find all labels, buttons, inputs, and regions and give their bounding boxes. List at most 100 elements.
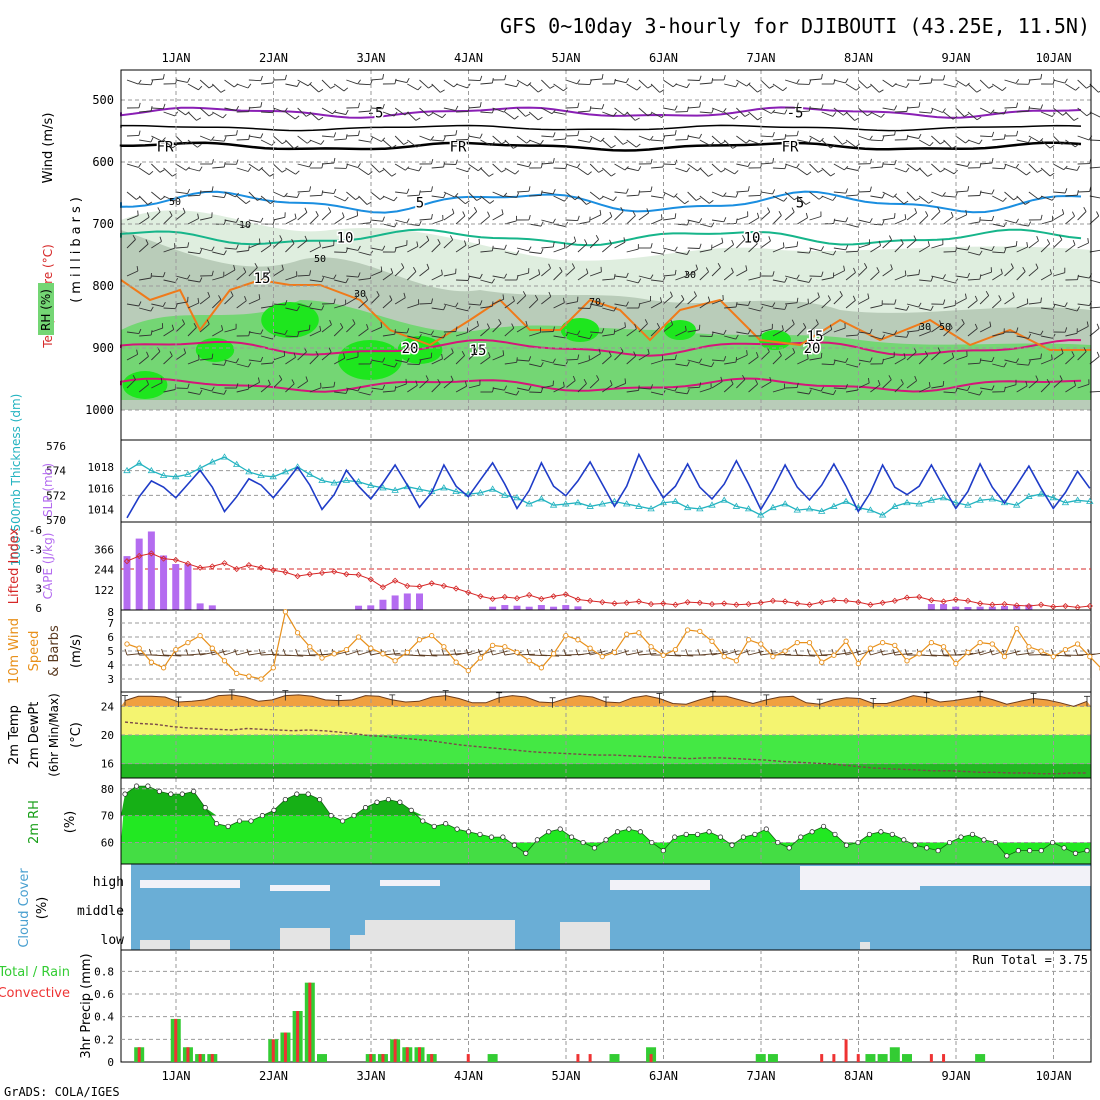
surface-barb [492,650,508,656]
wind-barb-flag [169,351,173,357]
wind-barb-flag [162,103,166,109]
thickness-marker [562,500,570,507]
wind-barb-flag [248,134,251,140]
wind-barb-flag [608,351,612,357]
wind-barb-flag [1073,117,1079,121]
cape-bar [988,606,996,610]
wind-barb [858,219,871,224]
y-tick-thickness: 572 [46,489,66,502]
surface-barb [1065,654,1084,657]
wind-barb [1028,331,1041,336]
rh-contour-label: 50 [939,322,951,333]
wind-barb [955,135,966,144]
surface-barb [297,654,316,657]
wind-barb [419,218,432,221]
wind-barb [443,107,456,111]
wind-barb [553,195,565,202]
wind-barb-flag [516,82,520,87]
precip-conv-bar [174,1018,178,1062]
wind-barb [285,275,297,281]
wind-barb-flag [878,240,882,246]
wind-barb-flag [1003,247,1007,253]
wind-barb [736,107,746,117]
wind-barb [955,355,968,361]
wind-barb-flag [967,186,970,192]
wind-speed-marker [721,653,727,660]
wind-barb [1040,359,1053,365]
wind-barb-flag [854,117,860,121]
ylabel-cape: CAPE (J/kg) [41,533,55,600]
wind-barb [821,251,834,256]
wind-barb [370,135,382,142]
wind-barb-flag [181,319,186,325]
wind-barb [431,219,444,225]
lifted-index-marker [587,597,594,604]
wind-barb-flag [723,217,727,222]
wind-barb-flag [991,356,995,362]
wind-barb-flag [462,211,466,217]
wind-barb-flag [137,210,139,216]
wind-speed-marker [672,646,679,653]
wind-barb [138,384,149,393]
wind-barb [943,391,956,394]
wind-barb [797,110,810,113]
wind-barb [882,191,894,198]
lifted-index-marker [782,598,789,605]
wind-barb-flag [598,348,601,354]
wind-barb [236,388,249,393]
rh-contour-label: 50 [314,254,326,265]
wind-speed-marker [343,646,350,653]
surface-barb-flag [794,648,798,656]
wind-barb [200,247,212,252]
wind-barb-flag [711,222,715,228]
thickness-marker [903,498,911,506]
wind-barb [528,83,539,93]
wind-barb [199,79,210,89]
wind-barb [200,216,212,221]
wind-barb [626,111,636,121]
wind-barb-flag [222,113,227,119]
wind-barb-flag [562,297,565,303]
wind-barb-flag [344,196,349,202]
wind-speed-marker [514,649,520,656]
wind-barb [687,295,697,305]
wind-barb [748,276,761,281]
wind-barb [967,139,980,145]
rh-patch-bright [261,302,319,338]
rh-marker [786,845,792,851]
wind-barb-flag [368,171,373,176]
wind-speed-marker [221,658,228,664]
wind-barb-flag [175,78,178,84]
wind-barb [358,83,371,86]
wind-barb-flag [669,291,673,297]
wind-barb-flag [720,140,726,145]
x-axis-days: 1JAN1JAN2JAN2JAN3JAN3JAN4JAN4JAN5JAN5JAN… [162,51,1072,1083]
wind-barb-flag [976,116,982,121]
ylabel-rh-units: (%) [63,811,78,834]
wind-barb-flag [416,241,419,247]
wind-barb-flag [832,250,837,256]
wind-barb-flag [428,112,433,117]
wind-barb-flag [974,295,978,301]
rh-marker [821,823,827,829]
wind-barb-flag [321,305,325,311]
wind-barb-flag [211,386,215,392]
y-tick-rh: 80 [101,783,114,796]
wind-barb [199,135,212,141]
wind-barb-flag [1040,330,1044,336]
wind-barb [906,380,917,389]
wind-barb-flag [794,196,799,201]
lifted-index-marker [916,593,923,601]
wind-barb [1052,107,1063,116]
wind-barb [468,135,481,139]
wind-barb [870,304,883,309]
rh-marker [1061,845,1067,851]
rh-marker [672,834,678,840]
wind-barb [699,195,710,204]
wind-barb [626,279,639,284]
wind-barb-flag [187,188,191,194]
wind-barb-flag [598,169,604,173]
lifted-index-marker [245,562,252,569]
wind-barb-flag [589,334,593,339]
